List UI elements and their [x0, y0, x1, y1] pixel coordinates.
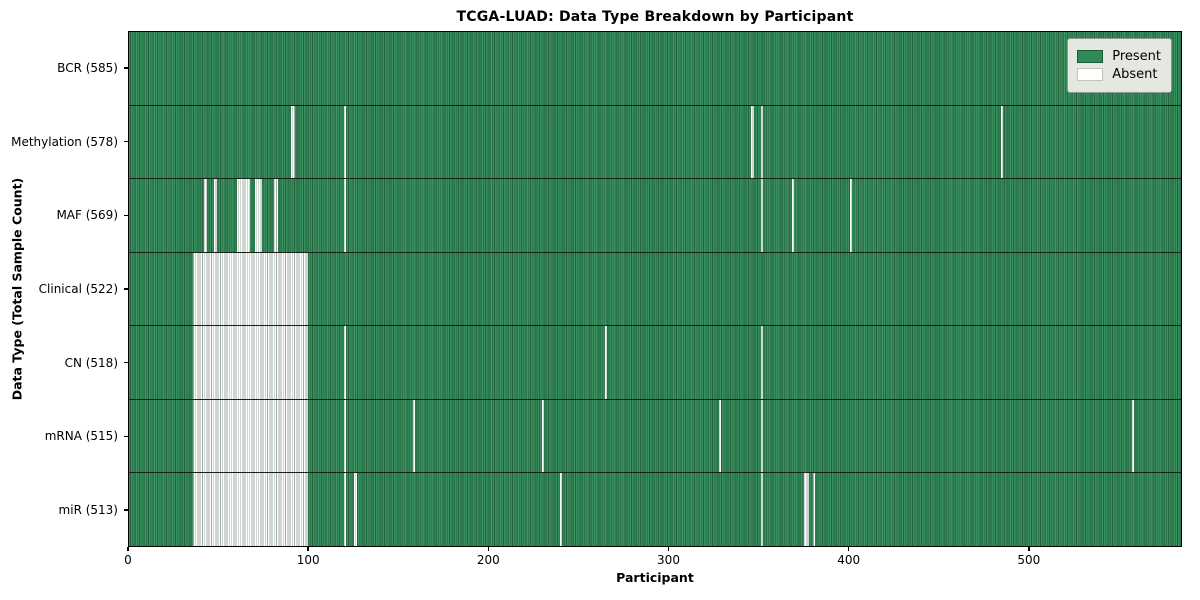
y-tick-mark: [124, 362, 128, 364]
heatmap-row-maf: [129, 179, 1181, 253]
legend-swatch-absent: [1077, 68, 1104, 81]
absent-stripe: [1131, 399, 1135, 473]
y-tick-label: MAF (569): [56, 208, 118, 223]
absent-stripe: [192, 252, 308, 326]
absent-stripe: [343, 179, 346, 252]
absent-stripe: [273, 179, 279, 252]
x-tick-mark: [127, 547, 129, 551]
y-tick-label: mRNA (515): [44, 429, 118, 444]
absent-stripe: [559, 473, 563, 547]
x-tick-label: 0: [124, 553, 132, 567]
legend-label: Absent: [1112, 67, 1158, 82]
absent-stripe: [203, 179, 208, 252]
x-tick-label: 400: [837, 553, 861, 567]
x-tick-label: 300: [657, 553, 680, 567]
absent-stripe: [412, 399, 415, 473]
plot-area: Present Absent: [128, 31, 1182, 547]
legend: Present Absent: [1067, 38, 1172, 93]
absent-stripe: [760, 399, 763, 473]
heatmap-row-methylation: [129, 105, 1181, 180]
absent-stripe: [343, 399, 346, 473]
absent-stripe: [751, 105, 754, 179]
absent-stripe: [192, 326, 308, 399]
y-tick-label: miR (513): [58, 503, 118, 518]
heatmap-row-mir: [129, 473, 1181, 547]
absent-stripe: [290, 105, 295, 179]
absent-stripe: [192, 473, 308, 547]
chart-title: TCGA-LUAD: Data Type Breakdown by Partic…: [456, 9, 854, 25]
absent-stripe: [354, 473, 357, 547]
legend-item-absent: Absent: [1077, 67, 1161, 82]
y-tick-label: CN (518): [64, 355, 118, 370]
absent-stripe: [760, 326, 763, 399]
absent-stripe: [192, 399, 308, 473]
absent-stripe: [343, 326, 346, 399]
absent-stripe: [792, 179, 795, 252]
absent-stripe: [237, 179, 250, 252]
x-axis-label: Participant: [616, 570, 694, 585]
x-tick-label: 500: [1017, 553, 1041, 567]
absent-stripe: [760, 179, 763, 252]
heatmap-row-cn: [129, 326, 1181, 400]
absent-stripe: [254, 179, 262, 252]
absent-stripe: [343, 473, 346, 547]
absent-stripe: [343, 105, 346, 179]
x-tick-mark: [667, 547, 670, 551]
y-axis-label: Data Type (Total Sample Count): [9, 177, 25, 401]
y-tick-label: BCR (585): [57, 60, 118, 75]
heatmap-rows: [129, 32, 1181, 547]
y-tick-label: Methylation (578): [11, 134, 118, 149]
y-tick-label: Clinical (522): [38, 282, 118, 296]
heatmap-row-bcr: [129, 32, 1181, 106]
x-tick-mark: [1028, 547, 1030, 551]
absent-stripe: [604, 326, 607, 399]
legend-item-present: Present: [1077, 49, 1161, 64]
absent-stripe: [812, 473, 816, 547]
absent-stripe: [849, 179, 852, 252]
x-tick-mark: [307, 547, 309, 551]
absent-stripe: [760, 105, 763, 179]
y-tick-mark: [124, 67, 128, 69]
y-tick-mark: [124, 509, 128, 511]
y-tick-mark: [124, 140, 128, 143]
x-tick-label: 100: [296, 553, 320, 567]
legend-swatch-present: [1077, 50, 1104, 63]
absent-stripe: [804, 473, 809, 547]
heatmap-row-mrna: [129, 399, 1181, 474]
y-tick-mark: [124, 435, 128, 438]
y-tick-mark: [124, 288, 128, 290]
x-tick-label: 200: [476, 553, 500, 567]
heatmap-row-clinical: [129, 252, 1181, 327]
legend-label: Present: [1112, 49, 1161, 64]
x-tick-mark: [847, 547, 850, 551]
x-tick-mark: [487, 547, 490, 551]
absent-stripe: [542, 399, 545, 473]
y-tick-mark: [124, 214, 128, 216]
absent-stripe: [760, 473, 763, 547]
absent-stripe: [1000, 105, 1004, 179]
absent-stripe: [213, 179, 217, 252]
absent-stripe: [718, 399, 722, 473]
